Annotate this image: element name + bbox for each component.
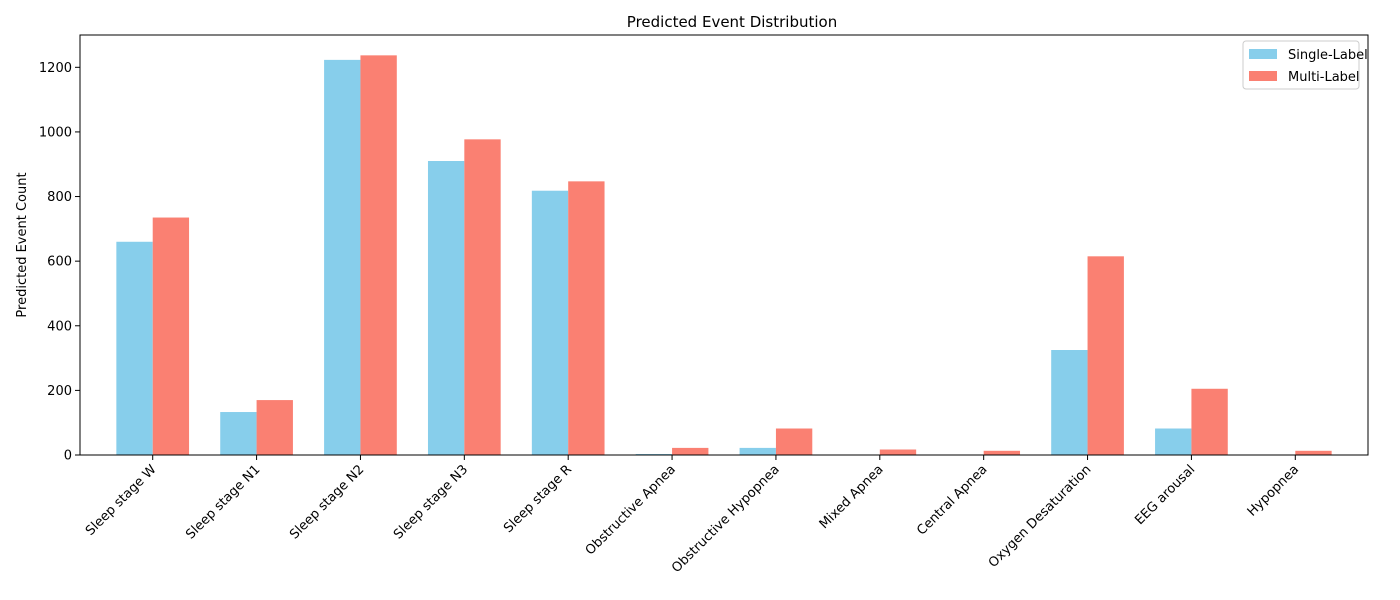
bar-single-eeg-arousal [1155,428,1192,455]
bar-multi-eeg-arousal [1191,388,1228,455]
x-tick-label: Sleep stage N3 [391,462,471,542]
bar-multi-sleep-stage-n2 [360,55,397,455]
y-tick-label: 200 [47,384,72,399]
bar-single-sleep-stage-n3 [427,161,465,455]
x-tick-label: Oxygen Desaturation [986,462,1095,571]
y-tick-label: 0 [64,449,72,464]
bar-multi-oxygen-desaturation [1087,256,1124,455]
bar-single-sleep-stage-w [116,241,153,455]
y-axis-label: Predicted Event Count [15,172,30,317]
bar-multi-obstructive-apnea [672,447,709,455]
bar-single-sleep-stage-n2 [324,59,361,455]
x-tick-label: Hypopnea [1245,462,1302,519]
y-tick-label: 400 [47,319,72,334]
bar-multi-sleep-stage-w [152,217,190,455]
x-tick-label: Obstructive Hypopnea [669,462,783,576]
x-tick-label: Sleep stage R [501,462,575,536]
x-tick-label: Sleep stage W [83,462,160,539]
y-tick-label: 600 [47,255,72,270]
legend-label-single: Single-Label [1288,48,1368,63]
bar-multi-sleep-stage-r [568,181,605,455]
y-tick-label: 800 [47,190,72,205]
legend-swatch-multi [1249,71,1277,81]
legend-label-multi: Multi-Label [1288,70,1360,85]
legend-swatch-single [1249,49,1277,59]
bar-multi-sleep-stage-n3 [464,139,501,455]
legend: Single-Label Multi-Label [1242,40,1368,90]
bar-multi-central-apnea [983,450,1021,455]
bar-multi-hypopnea [1295,450,1332,455]
bar-single-oxygen-desaturation [1051,350,1088,455]
bar-single-sleep-stage-n1 [220,412,257,455]
x-tick-label: Sleep stage N2 [287,462,367,542]
x-tick-label: Mixed Apnea [817,462,887,532]
x-tick-label: EEG arousal [1132,462,1198,528]
y-tick-label: 1000 [39,125,72,140]
bar-single-obstructive-hypopnea [739,447,776,455]
bar-multi-mixed-apnea [879,449,917,455]
bar-multi-sleep-stage-n1 [256,400,293,455]
chart-title: Predicted Event Distribution [627,13,837,31]
x-tick-label: Central Apnea [914,462,990,538]
y-tick-label: 1200 [39,61,72,76]
x-tick-label: Obstructive Apnea [583,462,679,558]
plot-frame [79,34,1369,456]
bar-single-sleep-stage-r [531,190,569,455]
bar-multi-obstructive-hypopnea [775,428,813,455]
x-tick-label: Sleep stage N1 [183,462,263,542]
